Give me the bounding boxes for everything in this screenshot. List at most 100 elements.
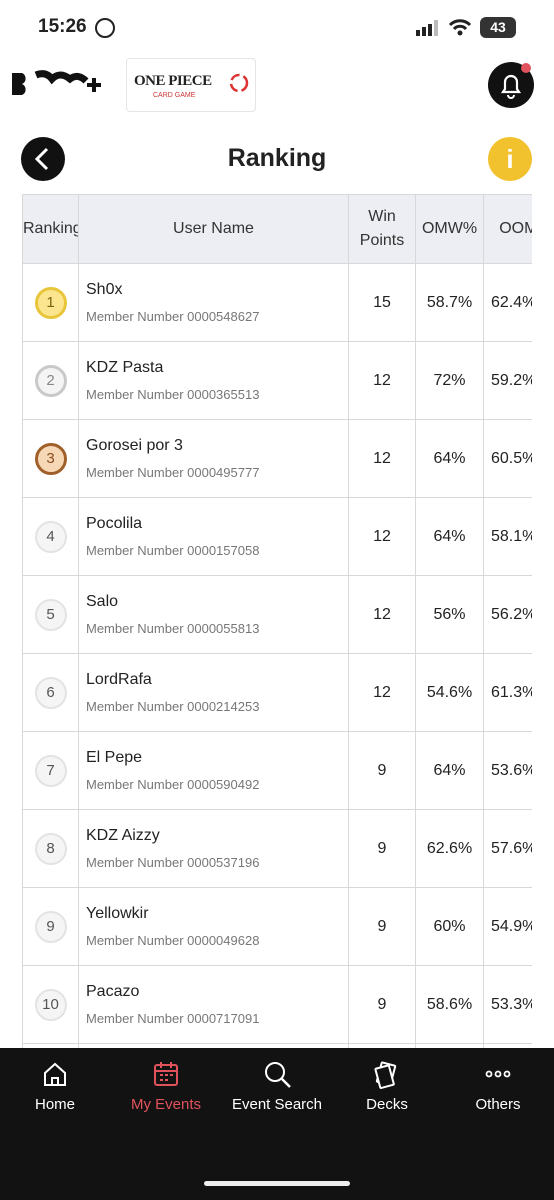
- win-points: 12: [348, 341, 416, 420]
- rank-cell: 4: [22, 497, 79, 576]
- ranking-row[interactable]: 5 Salo Member Number 0000055813 12 56% 56.2%: [22, 575, 532, 654]
- back-button[interactable]: [21, 137, 65, 181]
- ranking-row[interactable]: 3 Gorosei por 3 Member Number 0000495777 12…: [22, 419, 532, 498]
- omw: 54.6%: [415, 653, 484, 732]
- rank-badge: 3: [34, 442, 67, 475]
- member-number: Member Number 0000537196: [86, 855, 260, 870]
- nav-label: Decks: [366, 1096, 408, 1113]
- omw: 64%: [415, 731, 484, 810]
- clock: 15:26: [38, 16, 87, 37]
- member-number: Member Number 0000548627: [86, 309, 260, 324]
- win-points: 12: [348, 575, 416, 654]
- user-cell: Sh0x Member Number 0000548627: [78, 263, 349, 342]
- omw: 72%: [415, 341, 484, 420]
- member-number: Member Number 0000214253: [86, 699, 260, 714]
- omw: 58.6%: [415, 965, 484, 1044]
- ranking-row[interactable]: 6 LordRafa Member Number 0000214253 12 54.6%…: [22, 653, 532, 732]
- rank-cell: 10: [22, 965, 79, 1044]
- rank-cell: 5: [22, 575, 79, 654]
- nav-label: Others: [475, 1096, 521, 1113]
- omw: 64%: [415, 419, 484, 498]
- win-points: 12: [348, 497, 416, 576]
- user-name: Gorosei por 3: [86, 437, 183, 454]
- member-number: Member Number 0000049628: [86, 933, 260, 948]
- brand-title: ONE PIECE: [134, 73, 212, 89]
- ranking-row[interactable]: 1 Sh0x Member Number 0000548627 15 58.7% 62.4…: [22, 263, 532, 342]
- column-header: OOMW%: [483, 194, 532, 264]
- win-points: 12: [348, 419, 416, 498]
- nav-label: My Events: [130, 1096, 202, 1113]
- table-body: 1 Sh0x Member Number 0000548627 15 58.7% 62.4…: [22, 263, 532, 1048]
- brand-logo[interactable]: [126, 58, 256, 112]
- user-name: Yellowkir: [86, 905, 149, 922]
- user-name: KDZ Aizzy: [86, 827, 160, 844]
- user-cell: Pacazo Member Number 0000717091: [78, 965, 349, 1044]
- app-logo[interactable]: [10, 69, 106, 99]
- user-name: LordRafa: [86, 671, 152, 688]
- rank-badge: 8: [34, 832, 67, 865]
- rank-cell: 8: [22, 809, 79, 888]
- nav-icon: [154, 1062, 178, 1086]
- nav-item[interactable]: Decks: [332, 1060, 442, 1113]
- ranking-row[interactable]: 9 Yellowkir Member Number 0000049628 9 60% 54…: [22, 887, 532, 966]
- user-cell: LordRafa Member Number 0000214253: [78, 653, 349, 732]
- app-header: [0, 55, 554, 117]
- user-name: Pacazo: [86, 983, 140, 1000]
- rank-cell: 2: [22, 341, 79, 420]
- empty-cell: [483, 1043, 532, 1048]
- info-button[interactable]: i: [488, 137, 532, 181]
- status-bar: 15:26 43: [0, 0, 554, 55]
- rank-badge: 9: [34, 910, 67, 943]
- member-number: Member Number 0000717091: [86, 1011, 260, 1026]
- oomw: 60.5%: [483, 419, 532, 498]
- ranking-row[interactable]: 7 El Pepe Member Number 0000590492 9 64% 53.6…: [22, 731, 532, 810]
- rank-cell: 3: [22, 419, 79, 498]
- user-cell: KDZ Pasta Member Number 0000365513: [78, 341, 349, 420]
- omw: 56%: [415, 575, 484, 654]
- brand-emblem: [229, 73, 249, 93]
- nav-icon: [374, 1061, 397, 1089]
- ranking-row[interactable]: 4 Pocolila Member Number 0000157058 12 64% 58…: [22, 497, 532, 576]
- nav-icon: [44, 1062, 66, 1086]
- nav-item[interactable]: Event Search: [222, 1060, 332, 1113]
- win-points: 15: [348, 263, 416, 342]
- whatsapp-icon: [95, 18, 115, 38]
- nav-item[interactable]: Home: [0, 1060, 110, 1113]
- rank-badge: 6: [34, 676, 67, 709]
- omw: 58.7%: [415, 263, 484, 342]
- column-header: Ranking: [22, 194, 79, 264]
- nav-icon: [265, 1062, 291, 1088]
- nav-item[interactable]: Others: [443, 1060, 553, 1113]
- ranking-row[interactable]: 2 KDZ Pasta Member Number 0000365513 12 72% 5…: [22, 341, 532, 420]
- rank-badge: 5: [34, 598, 67, 631]
- member-number: Member Number 0000055813: [86, 621, 260, 636]
- notification-button[interactable]: [488, 62, 534, 108]
- home-indicator: [204, 1181, 350, 1186]
- nav-icon: [485, 1070, 511, 1078]
- win-points: 9: [348, 731, 416, 810]
- win-points: 9: [348, 965, 416, 1044]
- oomw: 62.4%: [483, 263, 532, 342]
- rank-cell: 7: [22, 731, 79, 810]
- oomw: 56.2%: [483, 575, 532, 654]
- oomw: 57.6%: [483, 809, 532, 888]
- win-points: 9: [348, 887, 416, 966]
- win-points: 12: [348, 653, 416, 732]
- rank-badge: 10: [34, 988, 67, 1021]
- rank-badge: 4: [34, 520, 67, 553]
- ranking-row[interactable]: 8 KDZ Aizzy Member Number 0000537196 9 62.6%…: [22, 809, 532, 888]
- brand-subtitle: CARD GAME: [153, 92, 196, 99]
- rank-badge: 2: [34, 364, 67, 397]
- column-header: User Name: [78, 194, 349, 264]
- nav-item[interactable]: My Events: [111, 1060, 221, 1113]
- nav-label: Event Search: [231, 1096, 323, 1113]
- omw: 64%: [415, 497, 484, 576]
- ranking-row: [22, 1043, 532, 1048]
- battery: 43: [480, 17, 516, 38]
- user-cell: Gorosei por 3 Member Number 0000495777: [78, 419, 349, 498]
- ranking-row[interactable]: 10 Pacazo Member Number 0000717091 9 58.6% 53…: [22, 965, 532, 1044]
- column-header: Win Points: [348, 194, 416, 264]
